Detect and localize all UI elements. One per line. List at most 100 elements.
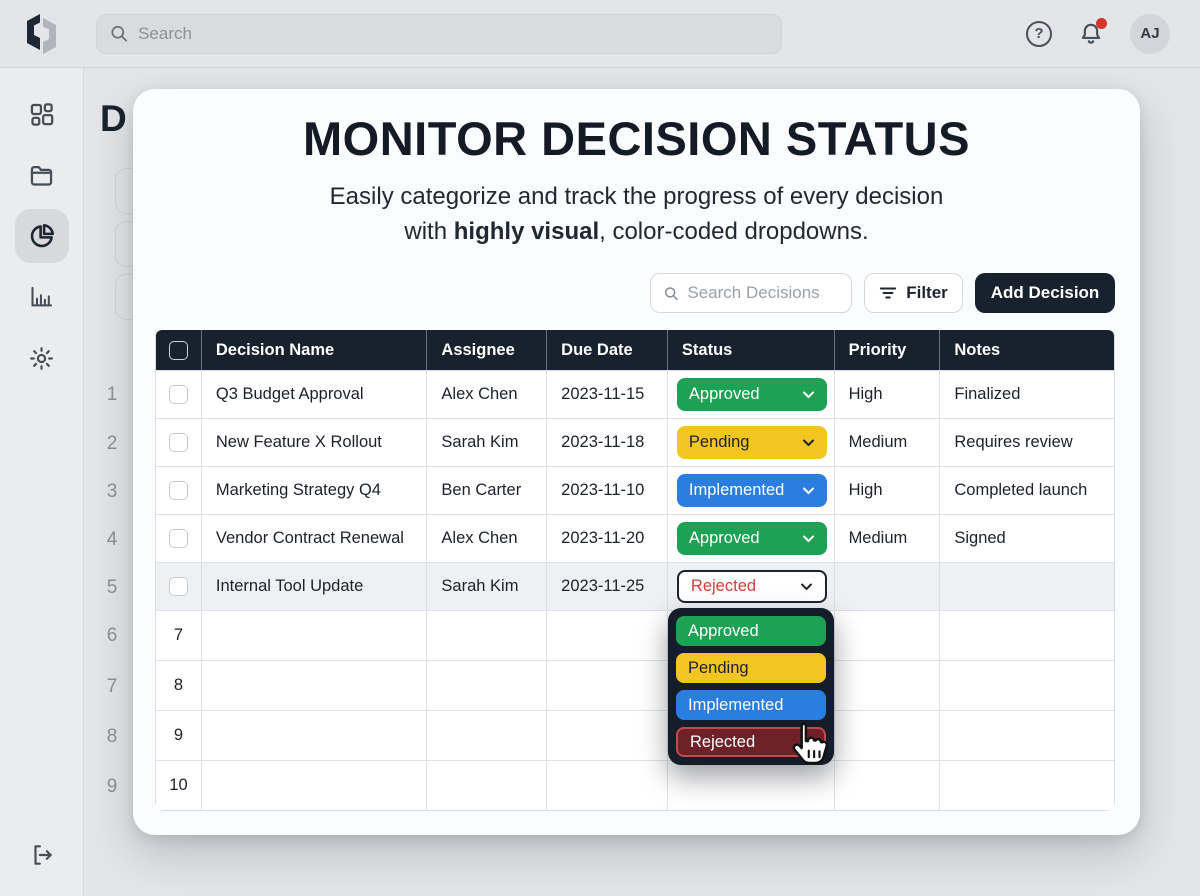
empty-cell[interactable] xyxy=(668,661,835,710)
cell-decision-name[interactable]: Vendor Contract Renewal xyxy=(202,515,428,562)
status-option-rejected[interactable]: Rejected xyxy=(676,727,826,757)
cell-due-date[interactable]: 2023-11-10 xyxy=(547,467,668,514)
table-row-empty: 9 xyxy=(156,710,1114,760)
table-header-row: Decision Name Assignee Due Date Status P… xyxy=(156,330,1114,370)
global-search-input[interactable] xyxy=(138,23,769,44)
empty-cell[interactable] xyxy=(835,661,941,710)
empty-cell[interactable] xyxy=(202,661,428,710)
row-checkbox[interactable] xyxy=(168,577,188,596)
empty-cell[interactable] xyxy=(835,761,941,810)
cell-decision-name[interactable]: Marketing Strategy Q4 xyxy=(202,467,428,514)
cell-assignee[interactable]: Sarah Kim xyxy=(427,563,548,610)
filter-button[interactable]: Filter xyxy=(864,273,963,313)
empty-cell[interactable] xyxy=(940,661,1114,710)
row-checkbox[interactable] xyxy=(168,481,188,500)
folder-icon xyxy=(30,165,53,186)
empty-cell[interactable] xyxy=(940,761,1114,810)
row-checkbox[interactable] xyxy=(168,385,188,404)
empty-cell[interactable] xyxy=(427,661,548,710)
empty-cell[interactable] xyxy=(668,611,835,660)
empty-cell[interactable] xyxy=(547,761,668,810)
sidebar-item-analytics[interactable] xyxy=(15,270,69,324)
row-checkbox[interactable] xyxy=(168,529,188,548)
empty-cell[interactable] xyxy=(202,711,428,760)
filter-icon xyxy=(880,287,897,299)
cell-priority[interactable]: High xyxy=(835,371,941,418)
column-header-assignee[interactable]: Assignee xyxy=(427,330,548,370)
modal-title: MONITOR DECISION STATUS xyxy=(303,112,970,165)
empty-cell[interactable] xyxy=(835,711,941,760)
cell-notes[interactable]: Finalized xyxy=(954,385,1021,403)
column-header-decision-name[interactable]: Decision Name xyxy=(202,330,428,370)
app-logo-icon[interactable] xyxy=(22,12,62,56)
cell-assignee[interactable]: Ben Carter xyxy=(427,467,548,514)
notifications-bell-icon[interactable] xyxy=(1078,17,1107,47)
subtitle-line2-pre: with xyxy=(404,218,454,245)
empty-cell[interactable] xyxy=(427,711,548,760)
empty-cell[interactable] xyxy=(668,711,835,760)
search-decisions-input[interactable] xyxy=(687,283,839,303)
cell-notes[interactable] xyxy=(940,563,1114,610)
background-row-number: 6 xyxy=(106,625,118,646)
cell-priority[interactable] xyxy=(835,563,941,610)
empty-cell[interactable] xyxy=(547,711,668,760)
chevron-down-icon xyxy=(802,439,814,446)
sidebar-item-settings[interactable] xyxy=(15,331,69,385)
sidebar-item-dashboard[interactable] xyxy=(15,87,69,141)
cell-due-date[interactable]: 2023-11-25 xyxy=(547,563,668,610)
select-all-checkbox[interactable] xyxy=(168,340,188,360)
global-search[interactable] xyxy=(96,13,782,54)
settings-gear-icon xyxy=(30,346,53,370)
add-decision-button[interactable]: Add Decision xyxy=(975,273,1115,313)
sidebar-item-logout[interactable] xyxy=(15,828,69,882)
cell-decision-name[interactable]: Internal Tool Update xyxy=(202,563,428,610)
empty-cell[interactable] xyxy=(668,761,835,810)
empty-cell[interactable] xyxy=(547,611,668,660)
cell-assignee[interactable]: Alex Chen xyxy=(427,515,548,562)
cell-notes[interactable]: Requires review xyxy=(954,433,1073,451)
empty-cell[interactable] xyxy=(547,661,668,710)
empty-cell[interactable] xyxy=(835,611,941,660)
cell-decision-name[interactable]: New Feature X Rollout xyxy=(202,419,428,466)
empty-cell[interactable] xyxy=(202,611,428,660)
cell-assignee[interactable]: Sarah Kim xyxy=(427,419,548,466)
cell-due-date[interactable]: 2023-11-15 xyxy=(547,371,668,418)
status-dropdown-trigger[interactable]: Approved xyxy=(676,522,827,555)
sidebar-item-projects[interactable] xyxy=(15,148,69,202)
cell-priority[interactable]: Medium xyxy=(835,419,941,466)
status-dropdown-trigger[interactable]: Pending xyxy=(676,426,827,459)
status-dropdown-trigger[interactable]: Approved xyxy=(676,378,827,411)
empty-cell[interactable] xyxy=(427,761,548,810)
cell-notes[interactable]: Completed launch xyxy=(954,481,1088,499)
status-option-pending[interactable]: Pending xyxy=(676,653,826,683)
column-header-notes[interactable]: Notes xyxy=(954,340,1001,359)
empty-cell[interactable] xyxy=(202,761,428,810)
cell-notes[interactable]: Signed xyxy=(954,529,1006,547)
cell-due-date[interactable]: 2023-11-20 xyxy=(547,515,668,562)
status-dropdown-trigger-open[interactable]: Rejected xyxy=(676,570,827,603)
empty-cell[interactable] xyxy=(940,711,1114,760)
modal-subtitle: Easily categorize and track the progress… xyxy=(133,179,1140,249)
cell-assignee[interactable]: Alex Chen xyxy=(427,371,548,418)
search-decisions-field[interactable] xyxy=(650,273,852,313)
status-dropdown-menu: Approved Pending Implemented Rejected xyxy=(668,608,834,765)
cell-priority[interactable]: High xyxy=(835,467,941,514)
avatar[interactable]: AJ xyxy=(1130,13,1170,54)
column-header-status[interactable]: Status xyxy=(668,330,835,370)
table-row: Q3 Budget Approval Alex Chen 2023-11-15 … xyxy=(156,370,1114,418)
sidebar-item-reports[interactable] xyxy=(14,209,69,263)
filter-button-label: Filter xyxy=(906,283,948,302)
status-label: Rejected xyxy=(690,577,757,595)
row-checkbox[interactable] xyxy=(168,433,188,452)
column-header-due-date[interactable]: Due Date xyxy=(547,330,668,370)
column-header-priority[interactable]: Priority xyxy=(835,330,941,370)
help-icon[interactable]: ? xyxy=(1026,20,1052,47)
status-dropdown-trigger[interactable]: Implemented xyxy=(676,474,827,507)
status-option-implemented[interactable]: Implemented xyxy=(676,690,826,720)
cell-due-date[interactable]: 2023-11-18 xyxy=(547,419,668,466)
empty-cell[interactable] xyxy=(427,611,548,660)
cell-priority[interactable]: Medium xyxy=(835,515,941,562)
cell-decision-name[interactable]: Q3 Budget Approval xyxy=(202,371,428,418)
status-option-approved[interactable]: Approved xyxy=(676,616,826,646)
empty-cell[interactable] xyxy=(940,611,1114,660)
